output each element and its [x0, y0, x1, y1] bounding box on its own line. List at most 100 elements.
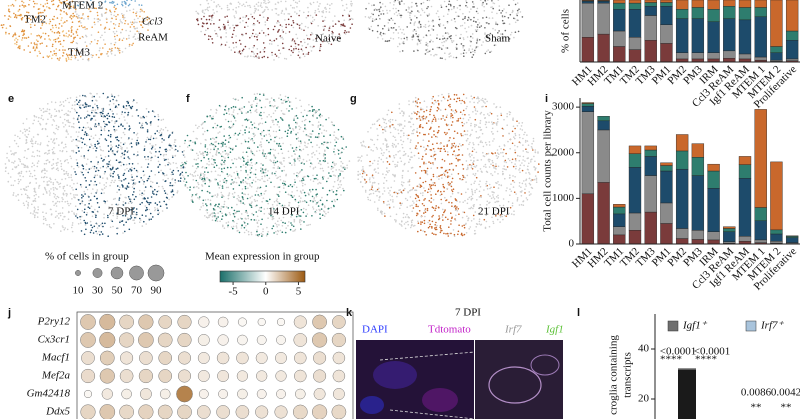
umap-cell: [115, 105, 117, 107]
umap-cell: [192, 201, 194, 203]
umap-cell: [441, 48, 443, 50]
umap-cell: [288, 161, 291, 164]
umap-cell: [78, 25, 81, 28]
umap-cell: [396, 14, 399, 17]
umap-cell: [245, 224, 247, 227]
umap-cell: [32, 213, 34, 215]
umap-cell: [230, 183, 232, 185]
umap-cell: [521, 169, 524, 172]
umap-cell: [66, 159, 68, 161]
umap-cell: [237, 194, 240, 197]
umap-cell: [298, 215, 301, 217]
umap-cell: [79, 183, 82, 186]
umap-cell: [202, 202, 204, 205]
umap-cell: [229, 147, 232, 150]
umap-cell: [81, 210, 84, 212]
umap-cell: [265, 134, 268, 136]
umap-cell: [265, 98, 267, 100]
umap-cell: [12, 162, 15, 164]
umap-cell: [103, 213, 105, 215]
umap-cell: [273, 162, 275, 164]
umap-cell: [83, 211, 86, 214]
umap-cell: [75, 15, 78, 18]
umap-cell: [117, 49, 120, 52]
umap-cell: [191, 149, 194, 151]
umap-cell: [133, 22, 135, 25]
umap-cell: [510, 190, 513, 193]
umap-cell: [272, 217, 275, 220]
umap-cell: [110, 50, 112, 53]
umap-cell: [251, 138, 253, 140]
umap-cell: [430, 167, 433, 169]
umap-cell: [35, 16, 37, 18]
umap-cell: [31, 145, 34, 148]
umap-cell: [64, 99, 67, 102]
umap-cell: [319, 116, 322, 118]
umap-cell: [336, 35, 339, 38]
umap-cell: [130, 174, 133, 176]
umap-cell: [154, 115, 156, 118]
umap-cell: [511, 204, 514, 207]
umap-cell: [270, 181, 272, 184]
umap-cell: [385, 122, 388, 125]
umap-cell: [113, 125, 115, 128]
umap-cell: [62, 198, 64, 201]
umap-cell: [113, 14, 115, 17]
umap-cell: [108, 150, 110, 153]
umap-cell: [107, 50, 109, 53]
umap-cell: [255, 204, 258, 207]
umap-cell: [514, 3, 517, 6]
umap-cell: [417, 27, 420, 29]
umap-cell: [104, 156, 107, 158]
umap-cell: [52, 141, 54, 143]
umap-cell: [258, 114, 261, 116]
umap-cell: [143, 190, 146, 192]
umap-cell: [506, 115, 508, 118]
umap-cell: [131, 115, 134, 117]
umap-cell: [256, 38, 259, 41]
umap-cell: [112, 198, 115, 200]
umap-cell: [324, 35, 327, 37]
umap-cell: [292, 127, 294, 130]
umap-cell: [22, 132, 24, 134]
umap-cell: [259, 186, 262, 189]
umap-cell: [420, 2, 423, 5]
umap-cell: [461, 163, 464, 166]
umap-cell: [382, 143, 385, 145]
umap-cell: [256, 234, 259, 236]
umap-cell: [165, 158, 167, 161]
umap-cell: [281, 170, 283, 172]
umap-cell: [64, 201, 66, 203]
umap-cell: [421, 158, 423, 160]
umap-cell: [138, 4, 140, 6]
umap-cell: [316, 1, 319, 3]
umap-cell: [299, 56, 302, 59]
umap-cell: [257, 219, 260, 222]
umap-cell: [254, 173, 257, 176]
umap-cell: [523, 133, 525, 136]
umap-cell: [424, 24, 427, 26]
umap-cell: [424, 230, 426, 233]
umap-cell: [136, 101, 138, 104]
umap-cell: [74, 36, 77, 39]
umap-cell: [134, 216, 136, 219]
umap-cell: [212, 163, 214, 166]
umap-cell: [129, 127, 131, 130]
umap-cell: [241, 107, 243, 109]
umap-cell: [108, 48, 111, 50]
umap-cell: [188, 144, 191, 147]
umap-cell: [48, 161, 51, 164]
umap-cell: [91, 99, 94, 102]
umap-cell: [348, 31, 350, 33]
umap-cell: [74, 8, 77, 11]
umap-cell: [102, 110, 104, 112]
umap-cell: [256, 48, 259, 50]
umap-cell: [481, 4, 484, 7]
umap-cell: [228, 192, 231, 194]
umap-cell: [92, 147, 95, 150]
umap-cell: [183, 142, 186, 145]
umap-cell: [492, 161, 494, 164]
umap-cell: [205, 167, 208, 169]
umap-cell: [425, 153, 427, 155]
umap-cell: [309, 110, 311, 112]
